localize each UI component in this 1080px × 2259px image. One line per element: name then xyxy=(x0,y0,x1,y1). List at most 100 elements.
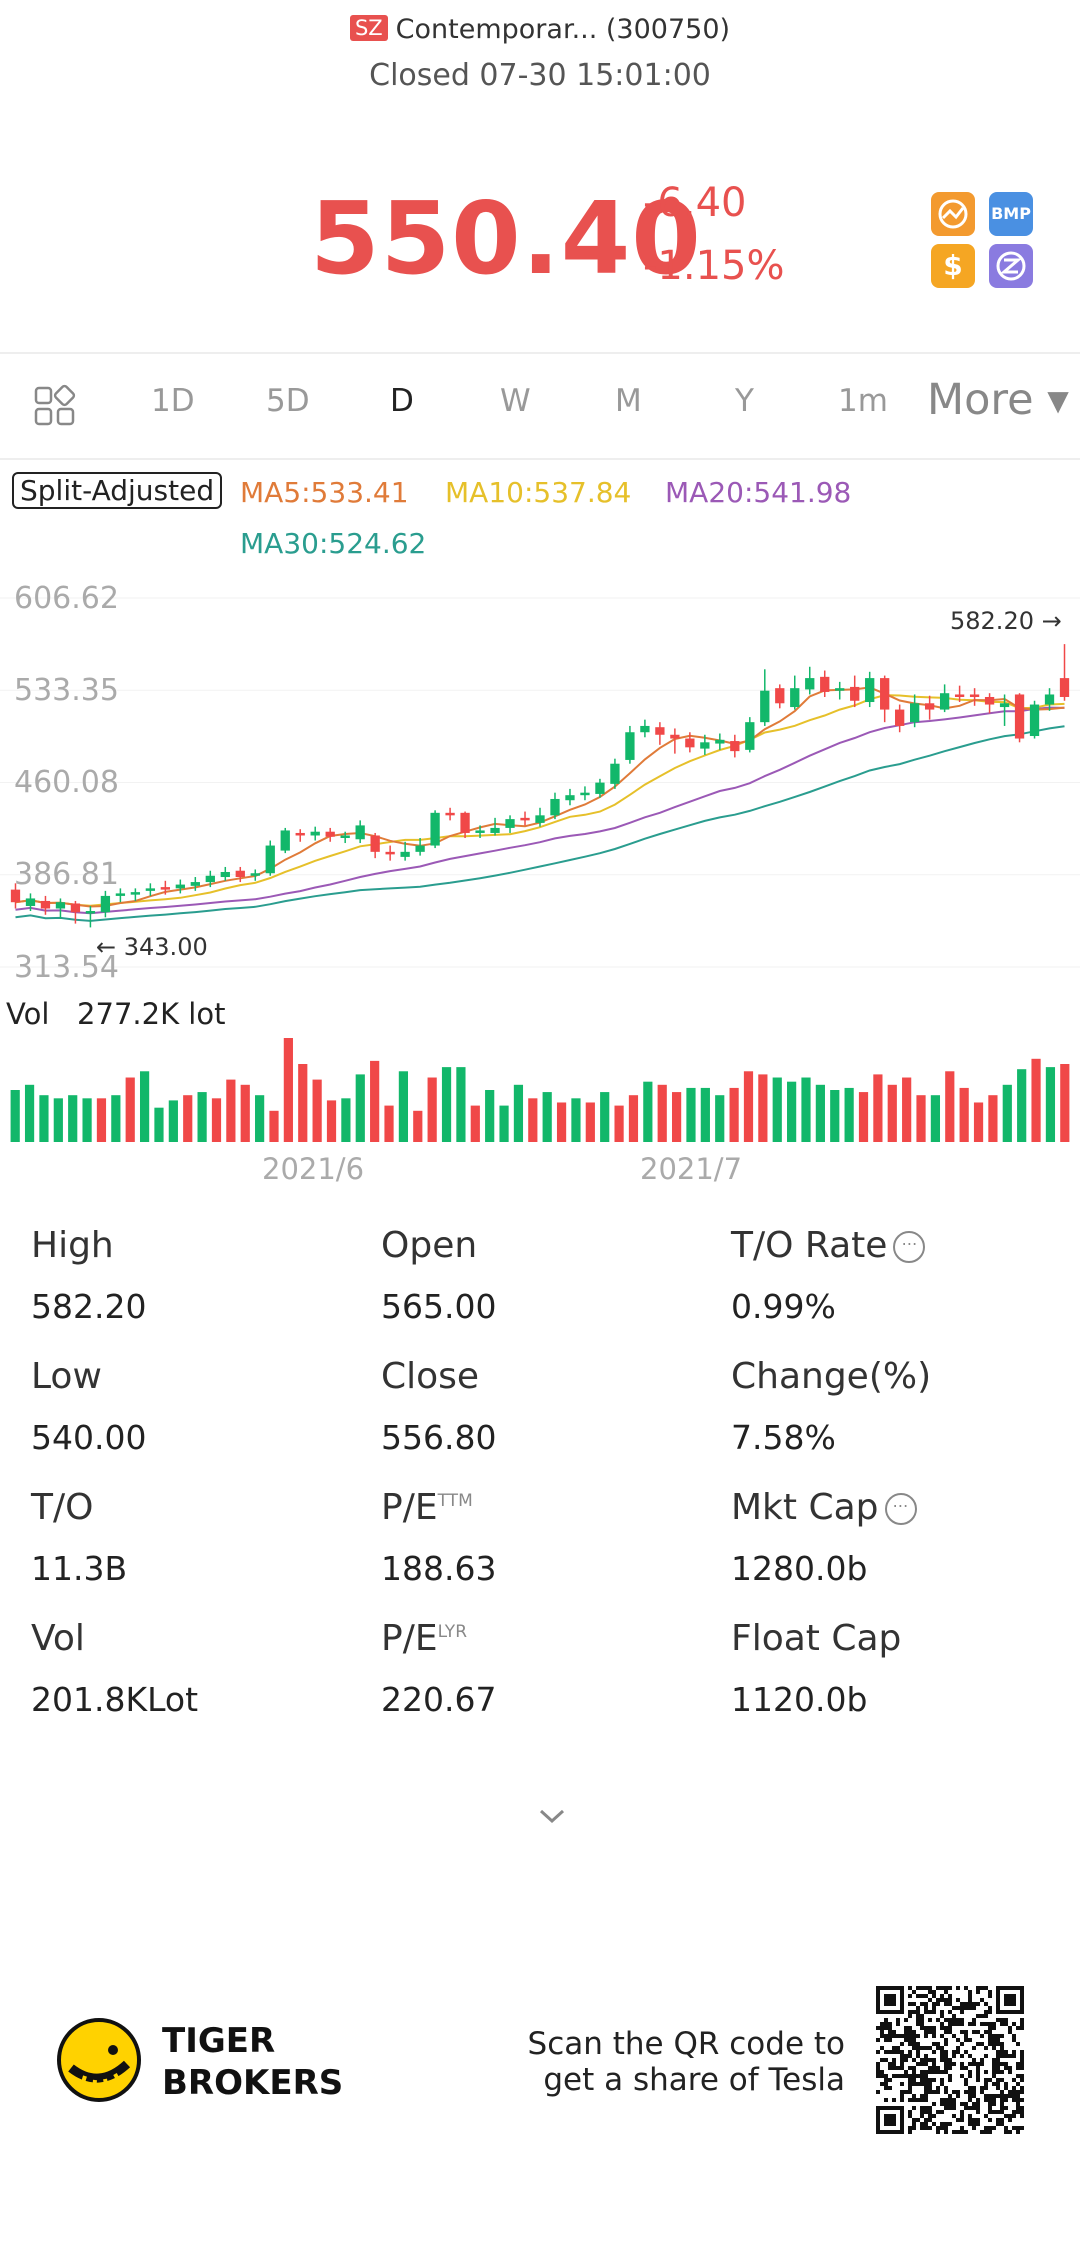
volume-bar xyxy=(844,1087,854,1142)
volume-bar xyxy=(729,1087,739,1142)
stat-value: 556.80 xyxy=(381,1418,497,1457)
volume-bar xyxy=(1060,1064,1070,1142)
candle xyxy=(910,694,920,728)
stock-name: Contemporar... (300750) xyxy=(395,14,731,45)
volume-bar xyxy=(758,1074,768,1142)
info-icon[interactable]: ⋯ xyxy=(884,1493,917,1525)
volume-bar xyxy=(255,1095,265,1142)
candlestick-chart[interactable] xyxy=(0,0,1080,1200)
volume-bar xyxy=(312,1079,322,1142)
candle xyxy=(190,877,200,891)
tab-w[interactable]: W xyxy=(500,383,531,419)
more-tabs-button[interactable]: More ▾ xyxy=(927,375,1069,425)
candle xyxy=(939,684,950,713)
volume-bar xyxy=(240,1084,250,1142)
volume-bar xyxy=(628,1095,639,1142)
volume-bar xyxy=(916,1095,926,1142)
candle xyxy=(880,675,890,723)
candle xyxy=(280,827,290,854)
candle xyxy=(895,704,905,733)
candle xyxy=(445,807,455,821)
tab-y[interactable]: Y xyxy=(735,383,754,419)
stat-value: 220.67 xyxy=(381,1680,497,1719)
candle xyxy=(640,719,650,738)
volume-bar xyxy=(973,1102,984,1142)
candle xyxy=(25,893,36,912)
candle xyxy=(969,688,980,706)
stat-value: 0.99% xyxy=(731,1287,836,1326)
last-price: 550.40 xyxy=(310,180,702,297)
candle xyxy=(1014,693,1025,743)
volume-bar xyxy=(485,1090,495,1142)
chart-badge-icon[interactable] xyxy=(931,192,975,236)
volume-label: Vol 277.2K lot xyxy=(6,997,226,1031)
volume-bar xyxy=(945,1071,955,1142)
stats-grid: High 582.20 Open 565.00 T/O Rate ⋯ 0.99% Low 540… xyxy=(31,1225,931,1719)
stat-label: T/O Rate ⋯ xyxy=(731,1225,926,1266)
qr-code xyxy=(876,1986,1024,2134)
candle xyxy=(145,883,156,896)
ma20-line xyxy=(15,706,1065,915)
tab-m[interactable]: M xyxy=(615,383,642,419)
volume-bar xyxy=(456,1067,466,1142)
volume-bar xyxy=(82,1098,92,1142)
split-adjusted-toggle[interactable]: Split-Adjusted xyxy=(12,472,223,509)
tab-1m[interactable]: 1m xyxy=(838,383,888,419)
volume-bar xyxy=(585,1102,595,1142)
volume-bar xyxy=(801,1077,811,1142)
volume-bar xyxy=(1031,1058,1041,1142)
volume-bar xyxy=(211,1098,222,1142)
candle xyxy=(984,693,995,714)
stat-label: T/O xyxy=(31,1487,94,1528)
candle xyxy=(10,883,21,909)
candle xyxy=(595,778,605,798)
volume-bar xyxy=(988,1095,998,1142)
y-tick-label: 386.81 xyxy=(14,857,119,892)
candle xyxy=(40,895,51,915)
candle xyxy=(175,879,185,894)
candle xyxy=(370,832,380,859)
volume-bar xyxy=(700,1087,710,1142)
stat-value: 582.20 xyxy=(31,1287,147,1326)
dollar-badge-icon[interactable]: $ xyxy=(931,244,975,288)
stat-label: P/ELYR xyxy=(381,1618,468,1659)
candle xyxy=(790,675,800,710)
volume-bar xyxy=(772,1077,782,1142)
volume-bar xyxy=(930,1095,941,1142)
candle xyxy=(715,733,725,750)
stat-value: 201.8KLot xyxy=(31,1680,199,1719)
volume-bar xyxy=(10,1090,20,1142)
volume-bar xyxy=(139,1071,150,1142)
candle xyxy=(730,734,740,758)
candle xyxy=(55,898,66,919)
volume-bar xyxy=(168,1100,178,1142)
volume-bar xyxy=(398,1071,409,1142)
volume-bar xyxy=(858,1092,869,1142)
volume-bar xyxy=(441,1067,452,1142)
chevron-down-icon[interactable] xyxy=(536,1805,568,1827)
volume-bar xyxy=(96,1098,107,1142)
grid-icon[interactable] xyxy=(33,384,77,428)
info-icon[interactable]: ⋯ xyxy=(893,1231,926,1263)
x-tick-label: 2021/7 xyxy=(640,1152,743,1186)
tab-d[interactable]: D xyxy=(390,383,414,419)
stock-title: SZ Contemporar... (300750) xyxy=(0,14,1080,45)
stat-label: Mkt Cap ⋯ xyxy=(731,1487,917,1528)
candle xyxy=(265,840,275,876)
tab-1d[interactable]: 1D xyxy=(151,383,195,419)
candle xyxy=(850,675,860,708)
candle xyxy=(625,725,635,764)
candle xyxy=(565,788,575,806)
volume-bar xyxy=(715,1095,725,1142)
volume-bar xyxy=(499,1105,509,1142)
volume-bar xyxy=(39,1095,49,1142)
tab-5d[interactable]: 5D xyxy=(266,383,310,419)
candle xyxy=(1059,644,1070,701)
z-badge-icon[interactable] xyxy=(989,244,1033,288)
volume-bar xyxy=(1017,1069,1027,1142)
candle xyxy=(355,820,365,844)
bmp-badge-icon[interactable]: BMP xyxy=(989,192,1033,236)
candle xyxy=(655,722,665,745)
volume-bar xyxy=(68,1095,78,1142)
candle xyxy=(954,685,965,703)
